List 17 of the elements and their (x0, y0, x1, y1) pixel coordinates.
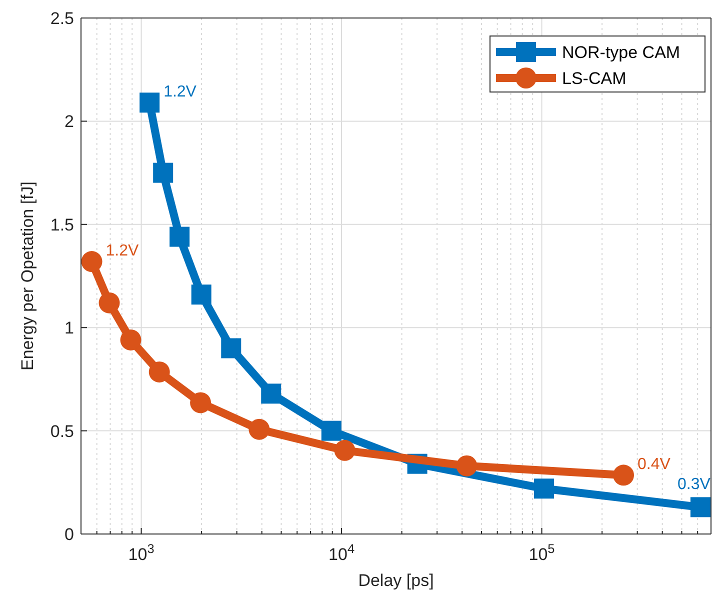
annotation: 0.4V (638, 456, 671, 474)
x-tick-label: 10$^{5}$ (528, 540, 555, 564)
y-tick-label: 1.5 (50, 215, 74, 234)
y-axis-title: Energy per Opetation [fJ] (18, 182, 37, 370)
y-tick-label: 0 (64, 525, 74, 544)
x-tick-label: 10$^{3}$ (128, 540, 154, 564)
y-tick-label: 2.5 (50, 9, 74, 28)
x-axis-title: Delay [ps] (358, 571, 434, 590)
annotation: 1.2V (106, 242, 140, 260)
legend-label: LS-CAM (562, 69, 626, 88)
y-tick-label: 1 (64, 318, 74, 338)
x-tick-label: 10$^{4}$ (328, 540, 355, 564)
y-tick-label: 2 (64, 112, 74, 132)
y-tick-label: 0.5 (50, 422, 74, 441)
annotation: 1.2V (164, 84, 197, 101)
annotation: 0.3V (678, 476, 711, 494)
legend-label: NOR-type CAM (562, 43, 680, 62)
